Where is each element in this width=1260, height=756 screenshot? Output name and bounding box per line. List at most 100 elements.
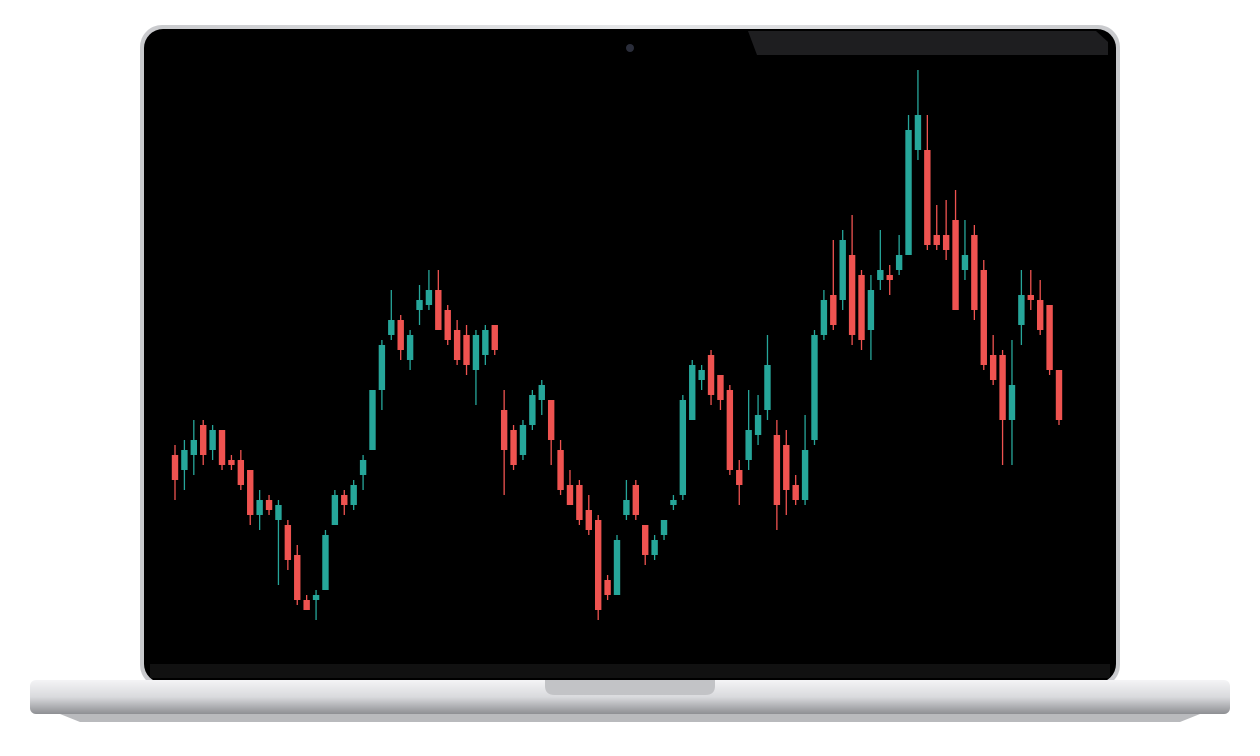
candle-body (1008, 385, 1016, 420)
candle-body (378, 345, 386, 390)
candle-body (670, 500, 677, 505)
candle-body (914, 115, 922, 150)
candle-body (830, 295, 837, 325)
candle-body (181, 450, 188, 470)
candle-body (698, 370, 705, 380)
candle-body (331, 495, 339, 525)
candle-body (717, 375, 724, 400)
candle-body (303, 600, 310, 610)
candle-body (858, 275, 865, 340)
laptop-base (30, 680, 1230, 714)
candle-body (820, 300, 828, 335)
screen-reflection (748, 31, 1108, 55)
candle-body (388, 320, 395, 335)
candle-body (275, 505, 282, 520)
candle-body (190, 440, 198, 455)
candle-body (754, 415, 762, 435)
candlestick-chart (171, 70, 1063, 620)
candle-body (218, 430, 226, 465)
candle-body (482, 330, 489, 355)
candle-body (425, 290, 433, 305)
candle-body (1018, 295, 1025, 325)
candle-body (989, 355, 997, 380)
candle-body (632, 485, 640, 515)
candle-body (209, 430, 216, 450)
candle-body (689, 365, 696, 420)
candle-body (256, 500, 263, 515)
candle-body (491, 325, 498, 350)
candle-body (547, 400, 555, 440)
candle-body (642, 525, 649, 555)
candle-body (604, 580, 611, 595)
candle-body (783, 445, 790, 490)
candle-body (284, 525, 292, 560)
candle-body (566, 485, 574, 505)
candle-body (444, 310, 451, 340)
candle-body (594, 520, 602, 610)
candle-body (247, 470, 254, 515)
candle-body (237, 460, 245, 485)
candle-body (623, 500, 630, 515)
candle-body (660, 520, 668, 535)
candle-body (773, 435, 781, 505)
candle-body (585, 510, 592, 530)
candle-body (576, 485, 583, 520)
candle-body (839, 240, 846, 300)
candle-body (726, 390, 734, 470)
candle-body (519, 425, 527, 455)
candle-body (1027, 295, 1034, 300)
candle-body (952, 220, 959, 310)
candle-body (416, 300, 423, 310)
candle-body (171, 455, 179, 480)
candle-body (905, 130, 912, 255)
candle-body (745, 430, 752, 460)
candle-body (848, 255, 856, 335)
candle-body (980, 270, 987, 365)
candle-body (792, 485, 799, 500)
candle-body (942, 235, 950, 250)
candle-body (886, 275, 893, 280)
base-foot (60, 714, 1200, 722)
candle-body (651, 540, 658, 555)
candle-body (811, 335, 818, 440)
candle-body (895, 255, 903, 270)
candle-body (877, 270, 884, 280)
candle-body (463, 335, 470, 365)
candle-body (294, 555, 301, 600)
candle-body (764, 365, 771, 410)
candle-body (369, 390, 376, 450)
candle-body (557, 450, 564, 490)
candle-body (406, 335, 414, 360)
candle-body (350, 485, 357, 505)
thumb-notch (545, 680, 715, 695)
candle-body (265, 500, 273, 510)
candle-body (971, 235, 978, 310)
candle-body (510, 430, 517, 465)
candle-body (801, 450, 809, 500)
candle-body (933, 235, 940, 245)
candle-body (500, 410, 508, 450)
candle-body (538, 385, 545, 400)
candle-body (200, 425, 207, 455)
candle-body (924, 150, 931, 245)
candle-body (397, 320, 404, 350)
screen-bezel (144, 29, 1116, 683)
candle-body (341, 495, 348, 505)
candle-body (1055, 370, 1063, 420)
candle-body (1046, 305, 1053, 370)
candle-body (435, 290, 442, 330)
screen-bottom (150, 664, 1110, 678)
candle-body (322, 535, 329, 590)
candle-body (613, 540, 621, 595)
candle-body (472, 335, 480, 370)
candle-body (453, 330, 461, 360)
candle-body (961, 255, 969, 270)
candle-body (312, 595, 320, 600)
candle-body (736, 470, 743, 485)
candle-body (999, 355, 1006, 420)
candle-body (707, 355, 715, 395)
candle-body (529, 395, 536, 425)
candle-body (679, 400, 687, 495)
candle-body (228, 460, 235, 465)
